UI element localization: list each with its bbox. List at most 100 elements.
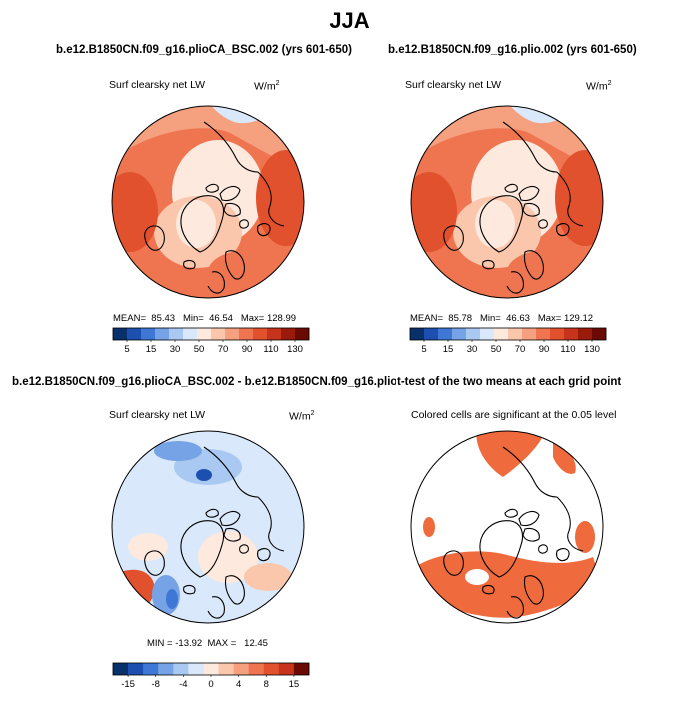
- colorbar-swatch: [127, 328, 142, 340]
- colorbar-tick-label: 110: [560, 344, 575, 355]
- colorbar-tick-label: 4: [236, 679, 241, 690]
- colorbar-swatch: [143, 663, 159, 675]
- coastline: [180, 520, 225, 578]
- coastline: [479, 520, 524, 578]
- colorbar-swatch: [410, 328, 425, 340]
- coastline: [518, 185, 540, 202]
- colorbar-tick-label: 30: [467, 344, 478, 355]
- max-label: MAX =: [207, 638, 237, 649]
- colorbar-swatch: [278, 663, 295, 675]
- colorbar-tick-label: 70: [515, 344, 526, 355]
- colorbar-swatch: [494, 328, 509, 340]
- colorbar-tick-label: -15: [121, 679, 135, 690]
- max-value: 128.99: [266, 313, 297, 324]
- stats-bottom-left: MIN = -13.92 MAX = 12.45: [147, 638, 268, 649]
- colorbar-swatch: [522, 328, 537, 340]
- colorbar-swatch: [155, 328, 170, 340]
- coastline: [257, 496, 285, 552]
- map-field: [411, 106, 603, 298]
- coastline: [504, 508, 518, 518]
- colorbar-tick-label: 0: [208, 679, 213, 690]
- coastline: [502, 446, 558, 498]
- signif-region-east: [575, 521, 595, 553]
- field-region-positive: [198, 531, 258, 583]
- max-label: Max=: [537, 313, 562, 324]
- colorbar-tick-label: 90: [539, 344, 550, 355]
- colorbar-swatch: [211, 328, 226, 340]
- mean-value: 85.43: [151, 313, 176, 324]
- field-region-strong-positive: [112, 569, 155, 623]
- coastline: [518, 510, 540, 527]
- colorbar-swatch: [536, 328, 551, 340]
- coastline: [223, 527, 241, 542]
- colorbar-swatch: [173, 663, 189, 675]
- coastline: [482, 584, 495, 595]
- colorbar-tick-label: 5: [421, 344, 426, 355]
- colorbar-tick-label: -4: [179, 679, 187, 690]
- coastline: [506, 271, 524, 294]
- field-region-strong-negative: [196, 469, 212, 481]
- coastlines: [144, 446, 285, 619]
- coastline: [443, 550, 464, 576]
- colorbar-swatch: [141, 328, 156, 340]
- stats-top-right: MEAN= 85.78 Min= 46.63 Max= 129.12: [410, 313, 593, 324]
- colorbar-swatch: [248, 663, 265, 675]
- coastline: [203, 446, 259, 498]
- coastline: [207, 271, 225, 294]
- colorbar-swatch: [578, 328, 593, 340]
- colorbar-frame: [112, 327, 310, 341]
- panel-title-bottom-right: t-test of the two means at each grid poi…: [396, 376, 622, 388]
- colorbar-swatch: [267, 328, 282, 340]
- polar-map-bottom-right: [410, 430, 604, 624]
- polar-map-bottom-left: [111, 430, 305, 624]
- colorbar-swatch: [113, 663, 129, 675]
- coastline: [183, 259, 196, 270]
- coastline: [482, 259, 495, 270]
- units-base: W/m: [254, 80, 276, 93]
- map-border: [111, 105, 305, 299]
- colorbar-swatch: [592, 328, 607, 340]
- min-value: -13.92: [175, 638, 203, 649]
- coastline: [207, 596, 225, 619]
- coastline: [523, 250, 544, 280]
- field-region-europe: [507, 250, 587, 294]
- units-label-top-right: W/m2: [586, 80, 611, 93]
- map-field: [112, 431, 304, 623]
- colorbar-tick-label: 50: [491, 344, 502, 355]
- coastline: [523, 575, 544, 605]
- mean-label: MEAN=: [410, 313, 443, 324]
- max-value: 12.45: [244, 638, 268, 649]
- colorbar-swatch: [263, 663, 280, 675]
- colorbar-swatch: [188, 663, 204, 675]
- colorbar-tick-label: 110: [263, 344, 278, 355]
- colorbar-swatch: [183, 328, 198, 340]
- colorbar-tick-label: 130: [584, 344, 600, 355]
- colorbar-swatch: [233, 663, 249, 675]
- colorbar-tick-label: 15: [146, 344, 157, 355]
- colorbar-bottom-left: -15 -8 -4 0 4 8 15: [112, 662, 310, 690]
- map-border: [410, 430, 604, 624]
- panel-title-bottom-left: b.e12.B1850CN.f09_g16.plioCA_BSC.002 - b…: [12, 376, 420, 388]
- mean-value: 85.78: [448, 313, 473, 324]
- coastline: [257, 171, 285, 227]
- variable-label-top-right: Surf clearsky net LW: [405, 79, 502, 91]
- colorbar-tick-label: 5: [124, 344, 129, 355]
- units-base: W/m: [289, 410, 311, 423]
- coastline: [224, 250, 245, 280]
- coastline: [556, 548, 570, 562]
- colorbar-swatch: [218, 663, 234, 675]
- colorbar-swatch: [293, 663, 310, 675]
- coastline: [144, 550, 165, 576]
- colorbar-swatch: [281, 328, 296, 340]
- coastlines: [443, 446, 584, 619]
- coastline: [180, 195, 225, 253]
- field-region-greenland: [176, 200, 216, 248]
- colorbar-swatch: [564, 328, 579, 340]
- coastline: [556, 223, 570, 237]
- colorbar-swatch: [197, 328, 212, 340]
- coastline: [183, 584, 196, 595]
- units-base: W/m: [586, 80, 608, 93]
- colorbar-frame: [409, 327, 607, 341]
- colorbar-tick-label: 90: [242, 344, 253, 355]
- units-exp: 2: [607, 80, 612, 87]
